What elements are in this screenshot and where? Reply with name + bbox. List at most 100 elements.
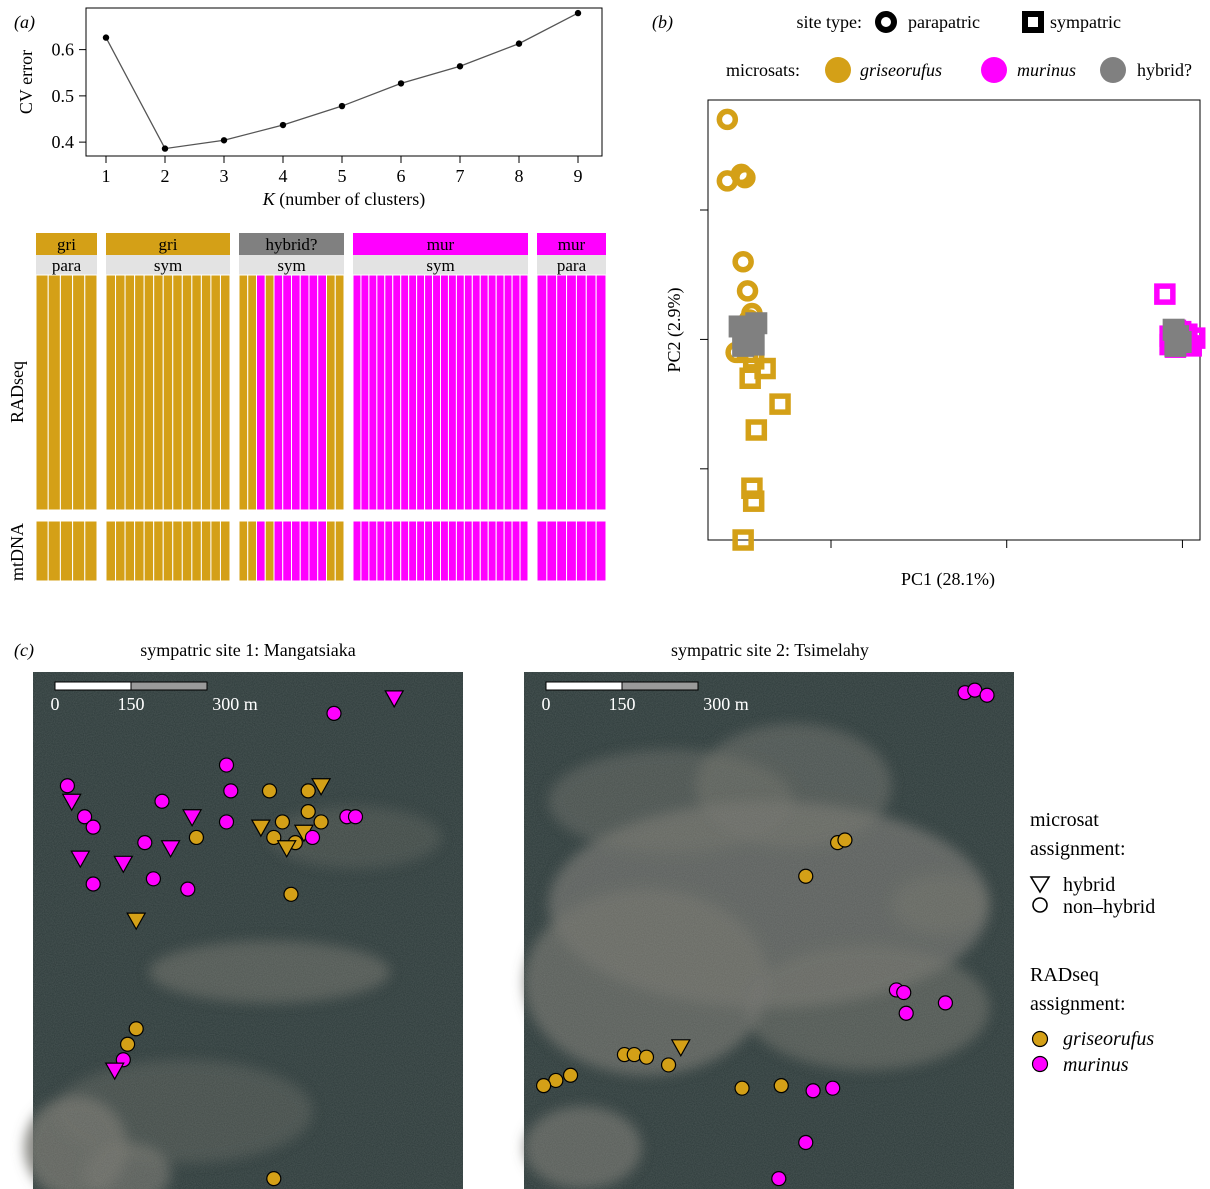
mtdna-bar: [72, 520, 86, 582]
mtdna-bar: [172, 520, 183, 582]
map-point-murinus: [85, 819, 101, 835]
map-point-murinus: [771, 1171, 787, 1187]
radseq-bar: [134, 274, 145, 511]
radseq-bar: [153, 274, 164, 511]
mtdna-bar: [503, 520, 513, 582]
radseq-bar: [455, 274, 465, 511]
legend-site-type-label: site type:: [797, 12, 863, 32]
radseq-bar: [264, 274, 275, 511]
map-point-murinus: [825, 1080, 841, 1096]
map-point-murinus-hybrid: [182, 809, 203, 827]
group-header: [239, 233, 344, 255]
radseq-bar: [440, 274, 449, 511]
radseq-bar: [124, 274, 136, 511]
mtdna-bar: [455, 520, 465, 582]
panel-label-c: (c): [14, 640, 34, 661]
legend-griseorufus-dot: [825, 57, 851, 83]
radseq-bar: [308, 274, 319, 511]
scalebar-white: [545, 681, 623, 691]
mtdna-bar: [308, 520, 319, 582]
group-site-strip: [537, 255, 606, 275]
group-site-strip: [106, 255, 230, 275]
radseq-bar: [384, 274, 394, 511]
pca-xlabel: PC1 (28.1%): [901, 569, 995, 590]
map-point-murinus: [896, 984, 912, 1001]
radseq-bar: [536, 274, 548, 511]
group-site-label: para: [52, 256, 82, 275]
mtdna-bar: [546, 520, 558, 582]
mtdna-bar: [105, 520, 117, 582]
cv-point: [574, 9, 582, 17]
map-point-murinus: [137, 835, 153, 851]
map-point-griseorufus-hybrid: [276, 840, 297, 859]
radseq-bar: [495, 274, 505, 511]
mtdna-bar: [400, 520, 410, 582]
map-texture: [524, 672, 1014, 1189]
map-point-griseorufus: [300, 803, 316, 820]
map-point-griseorufus: [188, 829, 204, 846]
mtdna-bar: [291, 520, 301, 582]
cv-xtick-label: 3: [220, 166, 229, 186]
map-point-murinus-hybrid: [104, 1062, 125, 1081]
group-species-label: mur: [427, 235, 455, 254]
mtdna-bar: [511, 520, 521, 582]
group-site-label: para: [557, 256, 587, 275]
pca-point-griseorufus-sympatric: [742, 490, 765, 512]
radseq-bar: [172, 274, 183, 511]
map-point-murinus-hybrid: [70, 850, 91, 869]
map-point-griseorufus-hybrid: [250, 819, 271, 838]
legend-radseq-griseorufus-icon: [1031, 1030, 1049, 1048]
cv-plot-frame: [85, 7, 603, 157]
radseq-bar: [447, 274, 457, 511]
mtdna-bar: [273, 520, 284, 582]
radseq-bar: [595, 274, 607, 511]
cv-line: [105, 12, 579, 150]
map-texture: [33, 672, 463, 1189]
mtdna-bar: [256, 520, 266, 582]
radseq-bar: [556, 274, 568, 511]
group-header: [537, 233, 606, 255]
map-point-murinus: [223, 783, 239, 799]
map-point-murinus: [180, 881, 196, 897]
mtdna-bar: [556, 520, 568, 582]
radseq-bar: [511, 274, 521, 511]
legend-radseq-murinus-icon: [1031, 1055, 1049, 1073]
radseq-bar: [162, 274, 174, 511]
map-point-murinus: [145, 871, 161, 887]
panel-label-b: (b): [652, 12, 673, 33]
group-site-label: sym: [426, 256, 454, 275]
map-point-murinus: [76, 809, 93, 825]
radseq-bar: [181, 274, 193, 511]
mtdna-bar: [440, 520, 449, 582]
mtdna-bar: [299, 520, 310, 582]
map1-title: sympatric site 1: Mangatsiaka: [140, 640, 355, 660]
radseq-bar: [376, 274, 386, 511]
mtdna-bar: [84, 520, 98, 582]
radseq-bar: [115, 274, 126, 511]
radseq-bar: [84, 274, 98, 511]
map-point-griseorufus: [562, 1067, 579, 1083]
pca-points: [716, 108, 1206, 551]
cv-xtick-label: 7: [456, 166, 465, 186]
mtdna-bar: [376, 520, 386, 582]
radseq-bar: [200, 274, 212, 511]
radseq-bar: [432, 274, 441, 511]
map-point-griseorufus: [266, 1171, 282, 1187]
map-point-murinus: [979, 687, 995, 703]
map2-title: sympatric site 2: Tsimelahy: [671, 640, 869, 660]
legend-parapatric-symbol: [875, 11, 897, 33]
cv-ytick-label: 0.6: [52, 40, 75, 60]
legend-hybrid-dot: [1100, 57, 1126, 83]
pca-point-griseorufus-sympatric: [769, 393, 791, 415]
radseq-bar: [503, 274, 513, 511]
radseq-bar: [47, 274, 61, 511]
radseq-bar: [416, 274, 426, 511]
radseq-bar: [282, 274, 292, 511]
radseq-bar: [326, 274, 336, 511]
cv-ytick-label: 0.5: [52, 86, 75, 106]
pca-point-griseorufus-parapatric: [732, 251, 754, 273]
mtdna-bar: [210, 520, 221, 582]
map-point-griseorufus-hybrid: [311, 778, 332, 796]
pca-point-murinus-sympatric: [1154, 283, 1176, 305]
